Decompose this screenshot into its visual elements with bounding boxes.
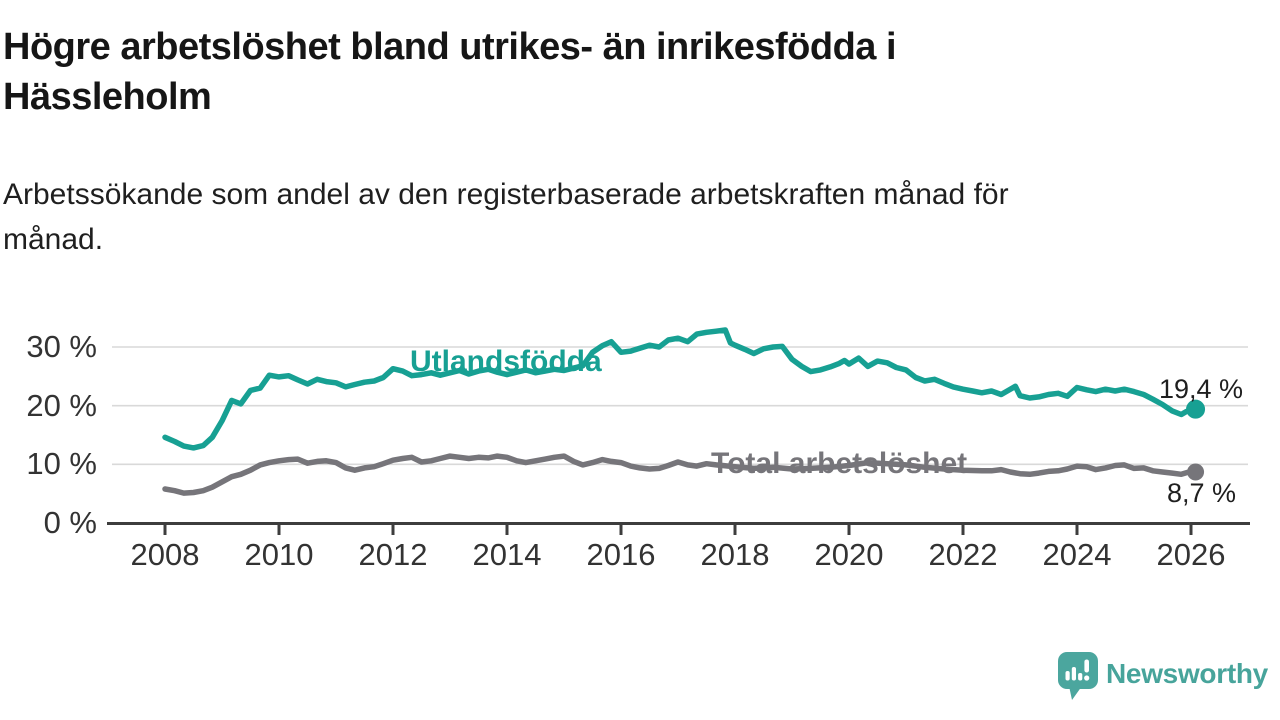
series-endpoint-dot-total [1187, 463, 1205, 481]
x-axis-label: 2020 [814, 537, 884, 572]
page-title-line1: Högre arbetslöshet bland utrikes- än inr… [3, 26, 897, 68]
y-axis-label: 20 % [26, 387, 97, 423]
series-label-total: Total arbetslöshet [711, 447, 968, 480]
series-line-utlandsfodda [162, 327, 1199, 451]
series-label-utlandsfodda: Utlandsfödda [410, 345, 602, 378]
chart-subtitle-line1: Arbetssökande som andel av den registerb… [3, 178, 1009, 211]
newsworthy-logo: Newsworthy [1058, 652, 1268, 702]
series-endpoint-dot-utlandsfodda [1186, 399, 1206, 419]
value-label-total: 8,7 % [1167, 478, 1237, 508]
newsworthy-wordmark: Newsworthy [1106, 658, 1268, 689]
x-axis-label: 2024 [1042, 537, 1112, 572]
x-axis-label: 2022 [928, 537, 998, 572]
y-axis-label: 10 % [26, 446, 97, 482]
x-axis-label: 2014 [472, 537, 542, 572]
y-axis-label: 0 % [43, 505, 97, 540]
x-axis-label: 2026 [1156, 537, 1226, 572]
x-axis-label: 2018 [700, 537, 770, 572]
bar-chart-bubble-icon [1058, 652, 1098, 700]
x-axis-label: 2010 [244, 537, 314, 572]
page-title-line2: Hässleholm [3, 76, 212, 118]
x-axis-label: 2008 [130, 537, 200, 572]
x-axis-label: 2012 [358, 537, 428, 572]
y-axis-label: 30 % [26, 329, 97, 364]
value-label-utlandsfodda: 19,4 % [1159, 374, 1244, 404]
chart-subtitle-line2: månad. [3, 223, 104, 256]
series-line-total [162, 453, 1199, 496]
page-title: Högre arbetslöshet bland utrikes- än inr… [3, 22, 897, 122]
chart-subtitle: Arbetssökande som andel av den registerb… [3, 172, 1009, 262]
x-axis-label: 2016 [586, 537, 656, 572]
